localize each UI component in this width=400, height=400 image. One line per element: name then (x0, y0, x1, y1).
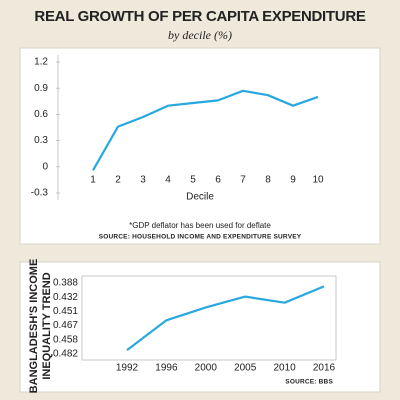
x-tick-label: 5 (190, 175, 196, 186)
x-tick-label: 1996 (155, 363, 178, 374)
x-tick-label: 1 (90, 175, 96, 186)
x-tick-label: 7 (240, 175, 246, 186)
x-tick-label: 2000 (195, 363, 218, 374)
y-tick-label: 1.2 (34, 57, 48, 68)
y-tick-label: 0.458 (53, 334, 78, 345)
x-tick-label: 4 (165, 175, 171, 186)
y-tick-label: 0.467 (53, 320, 78, 331)
y-tick-label: 0.451 (53, 306, 78, 317)
x-tick-label: 9 (290, 175, 296, 186)
x-tick-label: 2010 (273, 363, 296, 374)
panel (19, 47, 381, 245)
line (126, 285, 325, 351)
plot-frame (81, 275, 337, 361)
x-tick-label: 2 (115, 175, 121, 186)
y-tick-label: 0.482 (53, 349, 78, 360)
y-tick-label: 0.3 (34, 135, 48, 146)
y-tick-label: -0.3 (31, 188, 49, 199)
source: SOURCE: BBS (285, 379, 333, 386)
chart-title: INEQUALITY TREND (41, 272, 53, 379)
chart-title: BANGLADESH'S INCOME (28, 259, 40, 394)
line (92, 89, 319, 171)
rotated-title: BANGLADESH'S INCOME INEQUALITY TREND (28, 259, 53, 394)
y-tick-label: 0 (42, 161, 48, 172)
panel (19, 261, 381, 393)
x-tick-label: 1992 (116, 363, 139, 374)
x-axis-label: Decile (186, 192, 214, 203)
y-tick-label: 0.9 (34, 83, 48, 94)
x-tick-label: 6 (215, 175, 221, 186)
x-tick-label: 3 (140, 175, 146, 186)
y-tick-label: 0.388 (53, 278, 78, 289)
y-tick-label: 0.6 (34, 109, 48, 120)
source: SOURCE: HOUSEHOLD INCOME AND EXPENDITURE… (99, 234, 302, 241)
x-tick-label: 8 (265, 175, 271, 186)
x-tick-label: 2016 (313, 363, 336, 374)
x-tick-label: 2005 (234, 363, 257, 374)
x-tick-label: 10 (312, 175, 324, 186)
note: *GDP deflator has been used for deflate (129, 221, 271, 230)
y-tick-label: 0.432 (53, 292, 78, 303)
chart-title: REAL GROWTH OF PER CAPITA EXPENDITURE (34, 8, 365, 25)
chart-subtitle: by decile (%) (168, 28, 232, 42)
